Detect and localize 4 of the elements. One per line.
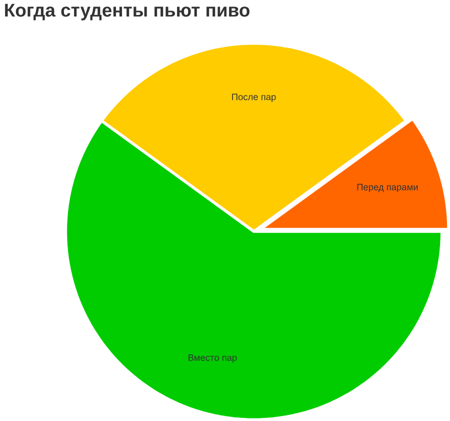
slice-label: Перед парами [357,184,418,192]
slice-label: После пар [232,94,276,102]
slice-label: Вместо пар [188,354,237,363]
chart-title: Когда студенты пьют пиво [5,4,250,20]
